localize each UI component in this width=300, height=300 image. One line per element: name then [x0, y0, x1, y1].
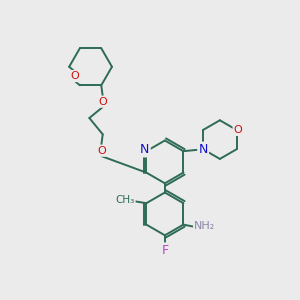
- Text: F: F: [161, 244, 168, 257]
- Text: O: O: [98, 97, 107, 107]
- Text: N: N: [198, 143, 208, 156]
- Text: NH₂: NH₂: [194, 221, 215, 231]
- Text: O: O: [234, 125, 242, 135]
- Text: O: O: [70, 71, 79, 81]
- Text: CH₃: CH₃: [115, 195, 135, 205]
- Text: N: N: [140, 143, 149, 156]
- Text: O: O: [97, 146, 106, 156]
